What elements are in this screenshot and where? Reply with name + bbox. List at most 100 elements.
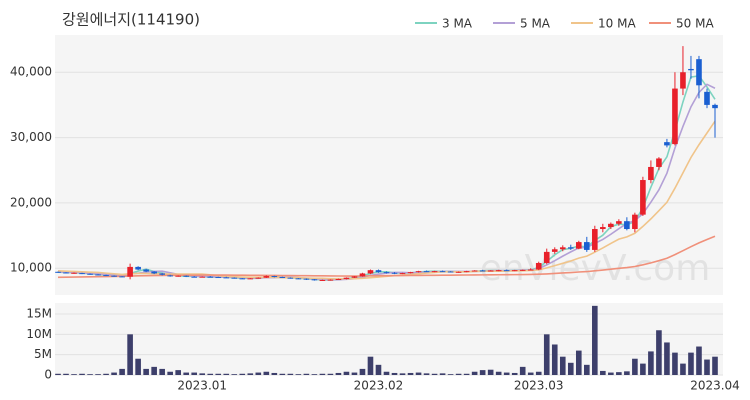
- volume-bar: [672, 352, 678, 375]
- candle-body: [167, 275, 173, 277]
- volume-bar: [263, 371, 270, 375]
- candle-body: [367, 270, 374, 274]
- volume-bar: [471, 371, 478, 375]
- volume-bar: [103, 373, 109, 375]
- volume-bar: [151, 366, 157, 375]
- volume-bar: [327, 373, 334, 375]
- candle-body: [503, 270, 510, 272]
- candle-body: [391, 272, 398, 274]
- volume-bar: [87, 374, 93, 375]
- volume-bar: [303, 373, 310, 375]
- y-tick-label: 10M: [26, 327, 52, 341]
- volume-bar: [608, 372, 614, 375]
- candle-body: [63, 272, 69, 274]
- candle-body: [543, 251, 550, 263]
- candle-body: [95, 274, 101, 276]
- candle-body: [632, 214, 638, 230]
- candle-body: [688, 68, 694, 71]
- volume-bar: [407, 372, 414, 375]
- candle-body: [79, 273, 85, 275]
- candle-body: [471, 270, 478, 272]
- volume-bar: [375, 364, 382, 375]
- candle-body: [71, 272, 77, 274]
- volume-bar: [367, 356, 374, 375]
- candle-body: [151, 271, 157, 274]
- volume-bar: [207, 373, 214, 375]
- candle-body: [199, 276, 206, 278]
- volume-bar: [191, 372, 198, 375]
- candle-body: [664, 142, 670, 146]
- x-tick-label: 2023.03: [514, 379, 564, 393]
- candle-body: [431, 271, 438, 273]
- candle-body: [271, 276, 278, 278]
- legend-label: 3 MA: [442, 17, 473, 31]
- candle-body: [175, 275, 181, 277]
- volume-bar: [239, 373, 246, 375]
- candle-body: [616, 221, 622, 224]
- y-tick-label: 10,000: [10, 261, 52, 275]
- volume-bar: [167, 371, 173, 375]
- volume-bar: [383, 371, 390, 375]
- y-tick-label: 40,000: [10, 65, 52, 79]
- candle-body: [463, 271, 470, 273]
- volume-bar: [63, 373, 69, 375]
- candle-body: [624, 221, 630, 230]
- volume-bar: [143, 368, 149, 375]
- candle-body: [455, 271, 462, 273]
- candle-body: [479, 270, 486, 272]
- legend-label: 5 MA: [520, 17, 551, 31]
- volume-bar: [503, 372, 510, 375]
- candle-body: [239, 278, 246, 280]
- candle-body: [680, 72, 686, 89]
- volume-bar: [431, 373, 438, 375]
- candle-body: [375, 270, 382, 273]
- candle-body: [511, 270, 518, 272]
- candle-body: [311, 279, 318, 281]
- volume-bar: [295, 374, 302, 375]
- volume-bar: [439, 373, 446, 375]
- candle-body: [640, 180, 646, 215]
- volume-bar: [704, 359, 710, 375]
- candle-body: [495, 270, 502, 272]
- candle-body: [407, 272, 414, 274]
- candle-body: [335, 278, 342, 280]
- volume-bar: [559, 356, 566, 375]
- volume-bar: [391, 372, 398, 375]
- volume-bar: [247, 373, 254, 375]
- candle-body: [535, 262, 542, 270]
- volume-bar: [463, 373, 470, 375]
- candle-body: [263, 276, 270, 278]
- candle-body: [712, 104, 718, 109]
- candle-body: [399, 273, 406, 275]
- candle-body: [111, 275, 117, 277]
- candle-body: [255, 277, 262, 279]
- legend-label: 50 MA: [676, 17, 714, 31]
- volume-bar: [543, 334, 550, 375]
- ma-line: [57, 235, 716, 279]
- volume-bar: [656, 330, 662, 375]
- volume-bar: [311, 374, 318, 375]
- candle-body: [519, 269, 526, 271]
- volume-bar: [447, 374, 454, 375]
- volume-bar: [511, 372, 518, 375]
- candle-body: [319, 279, 326, 281]
- candle-body: [159, 273, 165, 275]
- candle-body: [247, 278, 254, 280]
- volume-panel: [55, 303, 723, 375]
- volume-bar: [600, 370, 606, 375]
- candle-body: [191, 276, 198, 278]
- candle-body: [343, 277, 350, 279]
- candle-body: [103, 275, 109, 277]
- volume-bar: [535, 371, 542, 375]
- volume-bar: [696, 346, 702, 375]
- candle-body: [415, 271, 422, 273]
- volume-bar: [640, 363, 646, 375]
- candle-body: [696, 59, 702, 86]
- volume-bar: [479, 370, 486, 375]
- volume-bar: [527, 372, 534, 375]
- volume-bar: [319, 373, 326, 375]
- volume-bar: [688, 352, 694, 375]
- candle-body: [287, 277, 294, 279]
- price-panel: [55, 35, 723, 295]
